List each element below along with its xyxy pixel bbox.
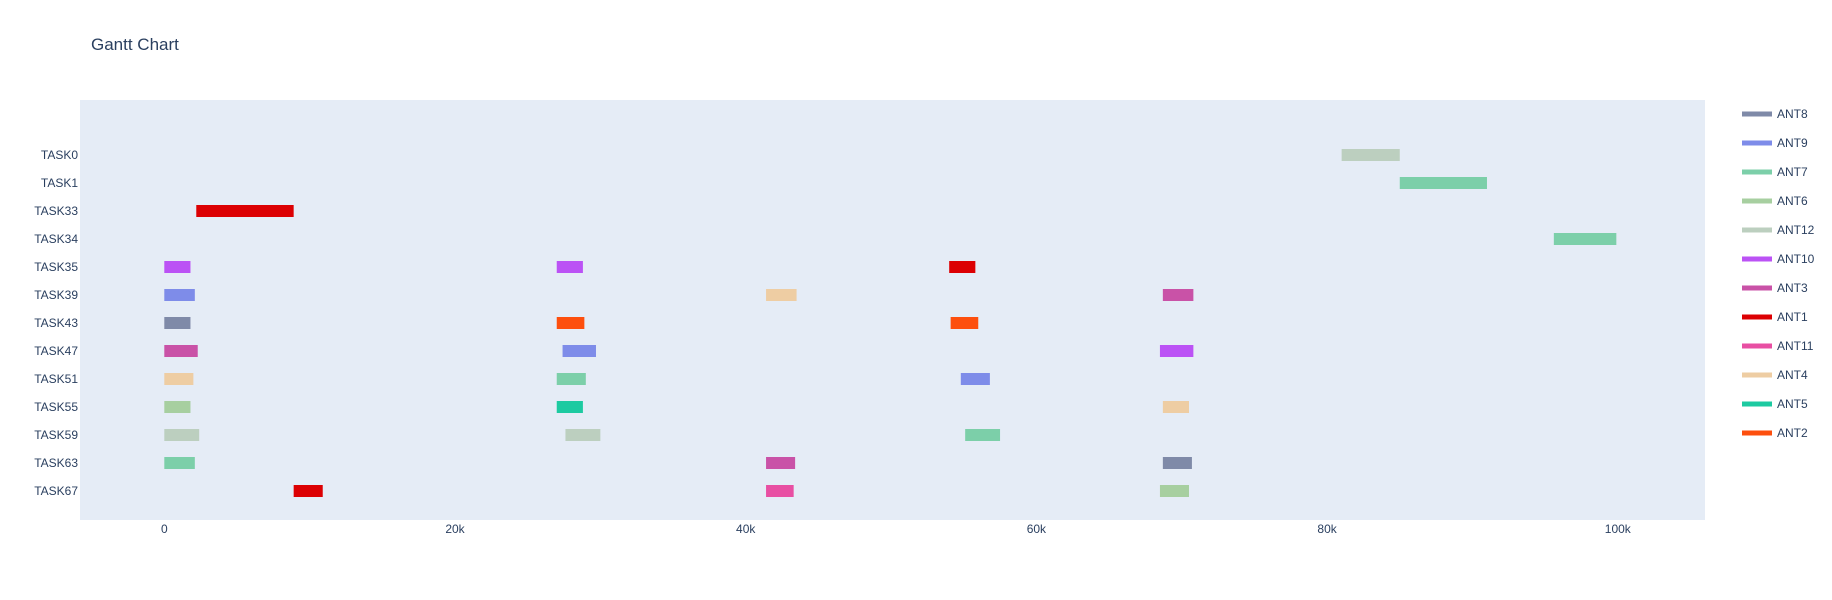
x-tick-label: 20k <box>445 522 465 536</box>
gantt-bar[interactable] <box>164 345 198 357</box>
legend-swatch[interactable] <box>1742 372 1772 378</box>
gantt-bar[interactable] <box>766 289 797 301</box>
legend-swatch[interactable] <box>1742 401 1772 407</box>
y-tick-label: TASK55 <box>34 400 78 414</box>
legend-label[interactable]: ANT7 <box>1777 165 1808 179</box>
legend-label[interactable]: ANT4 <box>1777 368 1808 382</box>
legend-label[interactable]: ANT1 <box>1777 310 1808 324</box>
legend-swatch[interactable] <box>1742 343 1772 349</box>
plot-area <box>80 100 1705 520</box>
gantt-bar[interactable] <box>949 261 976 273</box>
legend-label[interactable]: ANT5 <box>1777 397 1808 411</box>
y-tick-label: TASK51 <box>34 372 78 386</box>
y-tick-label: TASK67 <box>34 484 78 498</box>
gantt-bar[interactable] <box>164 261 191 273</box>
gantt-bar[interactable] <box>562 345 596 357</box>
legend-label[interactable]: ANT11 <box>1777 339 1814 353</box>
y-tick-label: TASK47 <box>34 344 78 358</box>
legend-label[interactable]: ANT10 <box>1777 252 1815 266</box>
y-tick-label: TASK35 <box>34 260 78 274</box>
y-tick-label: TASK59 <box>34 428 78 442</box>
gantt-bar[interactable] <box>1162 401 1190 413</box>
gantt-bar[interactable] <box>164 373 194 385</box>
gantt-bar[interactable] <box>556 401 583 413</box>
gantt-bar[interactable] <box>556 261 583 273</box>
legend-label[interactable]: ANT2 <box>1777 426 1808 440</box>
y-tick-label: TASK34 <box>34 232 78 246</box>
chart-title: Gantt Chart <box>91 35 179 54</box>
gantt-bar[interactable] <box>1553 233 1617 245</box>
legend-label[interactable]: ANT8 <box>1777 107 1808 121</box>
y-tick-label: TASK39 <box>34 288 78 302</box>
gantt-bar[interactable] <box>1162 289 1194 301</box>
gantt-bar[interactable] <box>1162 457 1192 469</box>
y-axis: TASK0 TASK1 TASK33 TASK34 TASK35 TASK39 TASK43… <box>34 148 78 498</box>
legend-swatch[interactable] <box>1742 169 1772 175</box>
gantt-bar[interactable] <box>556 317 585 329</box>
gantt-bar[interactable] <box>965 429 1001 441</box>
x-tick-label: 60k <box>1027 522 1047 536</box>
x-tick-label: 100k <box>1605 522 1632 536</box>
gantt-bar[interactable] <box>1159 485 1190 497</box>
gantt-bar[interactable] <box>766 457 796 469</box>
legend-label[interactable]: ANT6 <box>1777 194 1808 208</box>
gantt-bar[interactable] <box>1159 345 1194 357</box>
legend-swatch[interactable] <box>1742 285 1772 291</box>
gantt-bar[interactable] <box>164 317 191 329</box>
gantt-bar[interactable] <box>164 401 191 413</box>
bars-layer <box>164 149 1617 497</box>
x-tick-label: 80k <box>1317 522 1337 536</box>
gantt-bar[interactable] <box>164 429 200 441</box>
y-tick-label: TASK0 <box>41 148 78 162</box>
x-tick-label: 0 <box>161 522 168 536</box>
gantt-bar[interactable] <box>766 485 794 497</box>
legend-swatch[interactable] <box>1742 430 1772 436</box>
y-tick-label: TASK43 <box>34 316 78 330</box>
gantt-bar[interactable] <box>565 429 601 441</box>
legend-swatch[interactable] <box>1742 198 1772 204</box>
legend-swatch[interactable] <box>1742 111 1772 117</box>
y-tick-label: TASK33 <box>34 204 78 218</box>
legend-swatch[interactable] <box>1742 314 1772 320</box>
y-tick-label: TASK1 <box>41 176 78 190</box>
gantt-bar[interactable] <box>950 317 979 329</box>
gantt-bar[interactable] <box>196 205 294 217</box>
legend-label[interactable]: ANT3 <box>1777 281 1808 295</box>
legend-swatch[interactable] <box>1742 256 1772 262</box>
gantt-bar[interactable] <box>1399 177 1487 189</box>
gantt-bar[interactable] <box>164 457 195 469</box>
legend-swatch[interactable] <box>1742 140 1772 146</box>
gantt-bar[interactable] <box>556 373 586 385</box>
x-axis: 0 20k 40k 60k 80k 100k <box>161 522 1632 536</box>
y-tick-label: TASK63 <box>34 456 78 470</box>
gantt-bar[interactable] <box>960 373 990 385</box>
gantt-bar[interactable] <box>1341 149 1400 161</box>
gantt-bar[interactable] <box>293 485 323 497</box>
x-tick-label: 40k <box>736 522 756 536</box>
legend-swatch[interactable] <box>1742 227 1772 233</box>
gantt-bar[interactable] <box>164 289 195 301</box>
legend-label[interactable]: ANT12 <box>1777 223 1815 237</box>
legend: ANT8 ANT9 ANT7 ANT6 ANT12 ANT10 ANT3 ANT1 ANT11 A… <box>1742 107 1815 440</box>
legend-label[interactable]: ANT9 <box>1777 136 1808 150</box>
